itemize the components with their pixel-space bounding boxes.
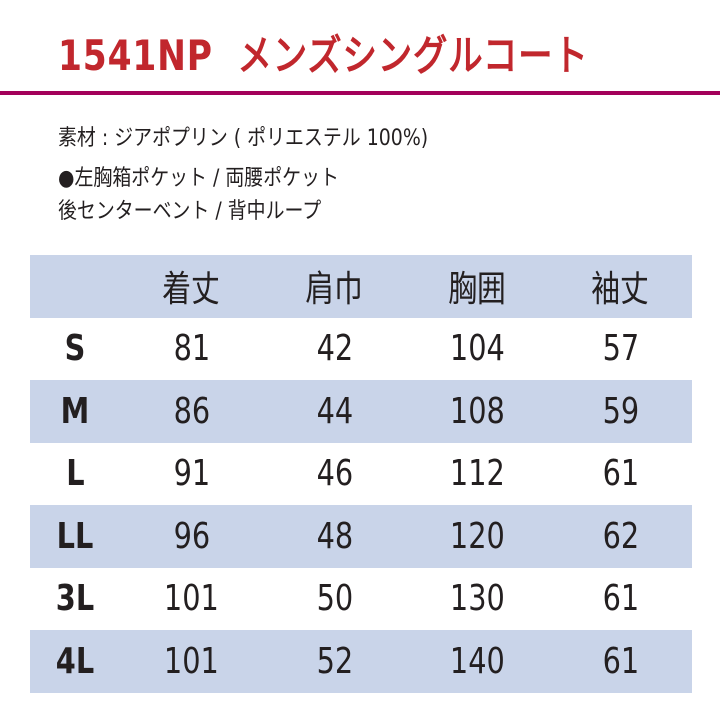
cell-text: 59 [602,390,639,432]
cell-text: 4L [55,640,95,682]
table-row: LL 96 48 120 62 [30,505,692,568]
cell-text: 81 [173,328,210,370]
cell-text: LL [56,515,94,557]
value-cell: 130 [406,568,549,631]
size-label: LL [30,505,120,568]
header-cell [30,255,120,318]
cell-text: 101 [164,640,219,682]
cell-text: 130 [450,578,505,620]
size-label: 3L [30,568,120,631]
value-cell: 104 [406,318,549,381]
table-header-row: 着丈 肩巾 胸囲 袖丈 [30,255,692,318]
size-table: 着丈 肩巾 胸囲 袖丈 S 81 42 104 57 M 86 44 108 59 L 91 46 112 61 LL… [30,255,692,693]
value-cell: 101 [120,568,263,631]
cell-text: 46 [316,453,353,495]
value-cell: 61 [549,443,692,506]
features-line-2: 後センターベント / 背中ループ [58,199,322,224]
cell-text: 48 [316,515,353,557]
value-cell: 57 [549,318,692,381]
size-label: 4L [30,630,120,693]
title-divider [0,91,720,95]
cell-text: S [64,328,86,370]
cell-text: 61 [602,453,639,495]
value-cell: 48 [263,505,406,568]
cell-text: 62 [602,515,639,557]
cell-text: 44 [316,390,353,432]
cell-text: 140 [450,640,505,682]
value-cell: 61 [549,568,692,631]
cell-text: L [65,453,85,495]
cell-text: 108 [450,390,505,432]
value-cell: 52 [263,630,406,693]
value-cell: 59 [549,380,692,443]
value-cell: 101 [120,630,263,693]
header-cell: 着丈 [120,255,263,318]
table-row: 4L 101 52 140 61 [30,630,692,693]
value-cell: 50 [263,568,406,631]
cell-text: 104 [450,328,505,370]
value-cell: 44 [263,380,406,443]
size-label: S [30,318,120,381]
cell-text: 着丈 [162,269,221,311]
value-cell: 96 [120,505,263,568]
value-cell: 46 [263,443,406,506]
table-row: 3L 101 50 130 61 [30,568,692,631]
product-name: メンズシングルコート [237,31,589,80]
material-text: 素材 : ジアポプリン ( ポリエステル 100%) [58,126,429,151]
cell-text: 86 [173,390,210,432]
cell-text: M [60,390,90,432]
page-title: 1541NP メンズシングルコート [58,22,589,83]
value-cell: 112 [406,443,549,506]
value-cell: 42 [263,318,406,381]
cell-text: 101 [164,578,219,620]
cell-text: 120 [450,515,505,557]
size-label: L [30,443,120,506]
cell-text: 112 [450,453,505,495]
value-cell: 62 [549,505,692,568]
value-cell: 91 [120,443,263,506]
cell-text: 42 [316,328,353,370]
value-cell: 120 [406,505,549,568]
cell-text: 胸囲 [448,269,507,311]
header-cell: 胸囲 [406,255,549,318]
value-cell: 81 [120,318,263,381]
cell-text: 肩巾 [305,269,364,311]
value-cell: 108 [406,380,549,443]
value-cell: 61 [549,630,692,693]
table-row: L 91 46 112 61 [30,443,692,506]
product-code: 1541NP [58,31,213,80]
header-cell: 肩巾 [263,255,406,318]
cell-text: 袖丈 [591,269,650,311]
cell-text: 91 [173,453,210,495]
size-label: M [30,380,120,443]
cell-text: 61 [602,578,639,620]
value-cell: 86 [120,380,263,443]
features-line-1: ●左胸箱ポケット / 両腰ポケット [58,166,339,191]
cell-text: 57 [602,328,639,370]
header-cell: 袖丈 [549,255,692,318]
cell-text: 3L [55,578,95,620]
cell-text: 96 [173,515,210,557]
cell-text: 52 [316,640,353,682]
value-cell: 140 [406,630,549,693]
cell-text: 50 [316,578,353,620]
cell-text: 61 [602,640,639,682]
table-row: S 81 42 104 57 [30,318,692,381]
table-row: M 86 44 108 59 [30,380,692,443]
